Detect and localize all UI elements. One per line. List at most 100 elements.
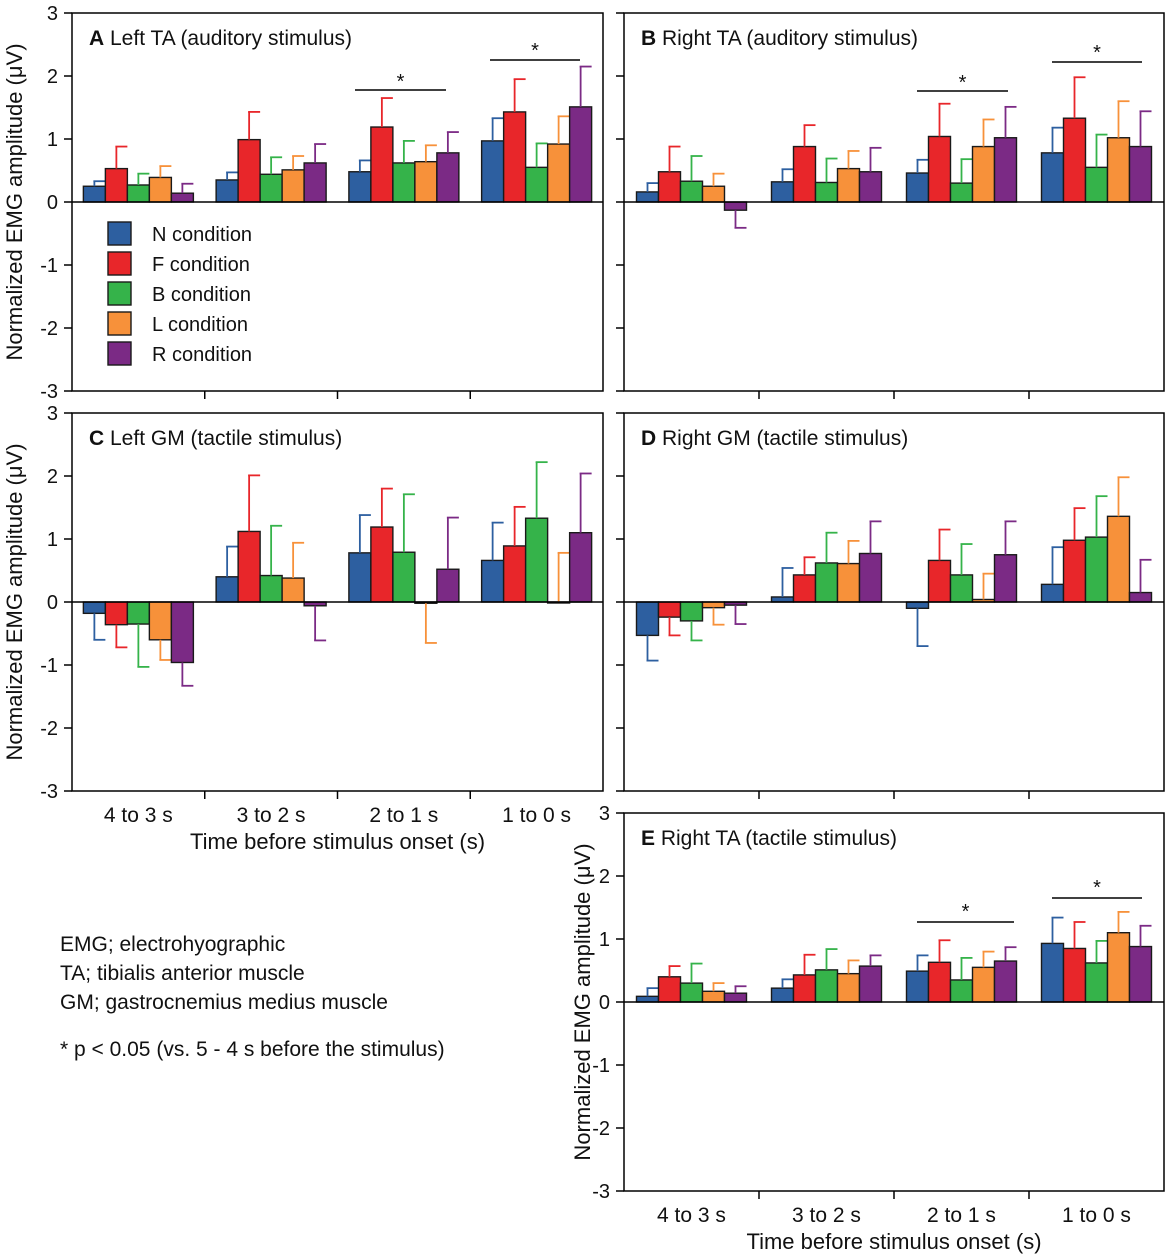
panel-title-text: Right GM (tactile stimulus) [656, 427, 908, 450]
y-axis-label: Normalized EMG amplitude (μV) [570, 843, 595, 1160]
bar-b-condition-4-to-3-s [126, 184, 151, 203]
panel-d: D Right GM (tactile stimulus) [616, 412, 1165, 799]
x-tick-label: 4 to 3 s [104, 804, 173, 827]
bar-l-condition-2-to-1-s [414, 160, 438, 203]
bar-l-condition-2-to-1-s [971, 145, 996, 203]
bar-f-condition-1-to-0-s [502, 545, 527, 603]
y-tick-label: -2 [592, 1118, 610, 1140]
bar-b-condition-4-to-3-s [679, 601, 704, 622]
bar-f-condition-4-to-3-s [104, 601, 129, 626]
bar-l-condition-1-to-0-s [1106, 515, 1131, 603]
bar-f-condition-3-to-2-s [792, 145, 817, 203]
bar-n-condition-2-to-1-s [905, 970, 930, 1003]
bar-l-condition-4-to-3-s [148, 601, 173, 641]
bar-f-condition-1-to-0-s [502, 111, 527, 203]
panel-title: A Left TA (auditory stimulus) [89, 27, 352, 50]
panel-title-text: Right TA (tactile stimulus) [655, 827, 897, 850]
note-ta: TA; tibialis anterior muscle [60, 962, 305, 985]
bar-l-condition-1-to-0-s [546, 143, 571, 203]
note-significance: * p < 0.05 (vs. 5 - 4 s before the stimu… [60, 1038, 445, 1061]
y-axis-label: Normalized EMG amplitude (μV) [2, 443, 27, 760]
bar-n-condition-1-to-0-s [1040, 942, 1065, 1003]
y-tick-label: 1 [599, 929, 610, 951]
x-tick-label: 1 to 0 s [502, 804, 571, 827]
panel-title-text: Left TA (auditory stimulus) [104, 27, 352, 50]
x-tick-label: 4 to 3 s [657, 1204, 726, 1227]
y-tick-label: 3 [47, 3, 58, 25]
bar-f-condition-3-to-2-s [237, 530, 261, 603]
bar-b-condition-3-to-2-s [814, 969, 839, 1003]
panel-title: B Right TA (auditory stimulus) [641, 27, 918, 50]
bar-r-condition-1-to-0-s [568, 106, 593, 203]
bar-r-condition-4-to-3-s [723, 201, 748, 211]
panel-b: B Right TA (auditory stimulus) * * [616, 12, 1165, 399]
legend-swatch-l-condition [107, 311, 132, 336]
bar-r-condition-1-to-0-s [1128, 591, 1153, 603]
legend: N condition F condition B condition L condi… [107, 221, 252, 366]
y-tick-label: -3 [592, 1181, 610, 1203]
bar-b-condition-1-to-0-s [1084, 962, 1109, 1003]
bar-r-condition-3-to-2-s [858, 171, 883, 203]
significance-star: * [531, 40, 539, 62]
legend-label-r-condition: R condition [152, 344, 252, 366]
panel-a: 3 2 1 0 -1 -2 -3 A Left TA (auditory stimulus) N… [2, 3, 604, 403]
bar-n-condition-4-to-3-s [82, 185, 107, 203]
bar-f-condition-1-to-0-s [1062, 947, 1087, 1003]
bar-r-condition-4-to-3-s [723, 992, 748, 1003]
bar-l-condition-3-to-2-s [836, 167, 861, 203]
y-tick-label: -3 [40, 381, 58, 403]
bar-f-condition-3-to-2-s [792, 574, 817, 603]
bar-b-condition-1-to-0-s [524, 517, 549, 603]
bar-n-condition-2-to-1-s [905, 601, 930, 609]
legend-swatch-f-condition [107, 251, 132, 276]
significance-star: * [1093, 42, 1101, 64]
y-tick-label: -2 [40, 318, 58, 340]
bar-r-condition-3-to-2-s [858, 965, 883, 1003]
x-tick-label: 1 to 0 s [1062, 1204, 1131, 1227]
bar-b-condition-4-to-3-s [679, 180, 704, 203]
bar-b-condition-1-to-0-s [524, 166, 549, 203]
panel-e: 3 2 1 0 -1 -2 -3 E Right TA (tactile stimulus) N… [570, 803, 1165, 1254]
legend-label-n-condition: N condition [152, 224, 252, 246]
bar-b-condition-3-to-2-s [259, 574, 283, 603]
bar-n-condition-3-to-2-s [215, 179, 239, 203]
bar-f-condition-1-to-0-s [1062, 117, 1087, 203]
y-tick-label: -1 [592, 1055, 610, 1077]
x-tick-label: 2 to 1 s [927, 1204, 996, 1227]
abbreviation-notes: EMG; electrohyographic TA; tibialis ante… [60, 930, 445, 1064]
bar-f-condition-2-to-1-s [370, 126, 394, 203]
x-axis-label: Time before stimulus onset (s) [746, 1229, 1041, 1254]
legend-swatch-r-condition [107, 341, 132, 366]
panel-letter: C [89, 427, 104, 450]
x-tick-label: 3 to 2 s [237, 804, 306, 827]
bar-l-condition-3-to-2-s [281, 577, 305, 603]
y-tick-label: 2 [599, 866, 610, 888]
bar-f-condition-2-to-1-s [927, 135, 952, 203]
bar-r-condition-3-to-2-s [858, 552, 883, 603]
y-tick-label: 0 [47, 192, 58, 214]
bar-n-condition-1-to-0-s [480, 140, 505, 203]
bar-n-condition-3-to-2-s [770, 181, 795, 203]
panel-letter: E [641, 827, 655, 850]
bar-f-condition-2-to-1-s [927, 961, 952, 1003]
panel-title: D Right GM (tactile stimulus) [641, 427, 908, 450]
panel-letter: B [641, 27, 656, 50]
bar-r-condition-2-to-1-s [436, 568, 460, 603]
bar-r-condition-1-to-0-s [1128, 145, 1153, 203]
legend-label-b-condition: B condition [152, 284, 251, 306]
significance-star: * [962, 901, 970, 923]
panel-title-text: Left GM (tactile stimulus) [104, 427, 342, 450]
bar-l-condition-2-to-1-s [971, 966, 996, 1003]
bar-n-condition-4-to-3-s [635, 191, 660, 203]
y-tick-label: -1 [40, 255, 58, 277]
y-tick-label: 2 [47, 66, 58, 88]
bar-l-condition-4-to-3-s [701, 601, 726, 609]
y-tick-label: 1 [47, 529, 58, 551]
panel-title-text: Right TA (auditory stimulus) [656, 27, 918, 50]
bar-b-condition-3-to-2-s [259, 173, 283, 203]
panel-letter: A [89, 27, 104, 50]
bar-f-condition-4-to-3-s [104, 167, 129, 203]
bar-l-condition-4-to-3-s [148, 176, 173, 203]
bar-n-condition-1-to-0-s [480, 559, 505, 603]
